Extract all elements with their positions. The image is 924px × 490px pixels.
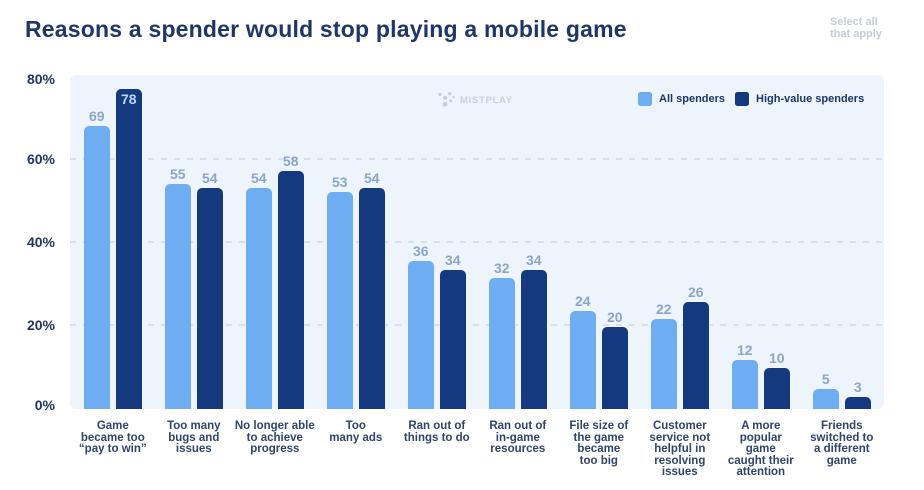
svg-text:MISTPLAY: MISTPLAY (460, 95, 513, 106)
